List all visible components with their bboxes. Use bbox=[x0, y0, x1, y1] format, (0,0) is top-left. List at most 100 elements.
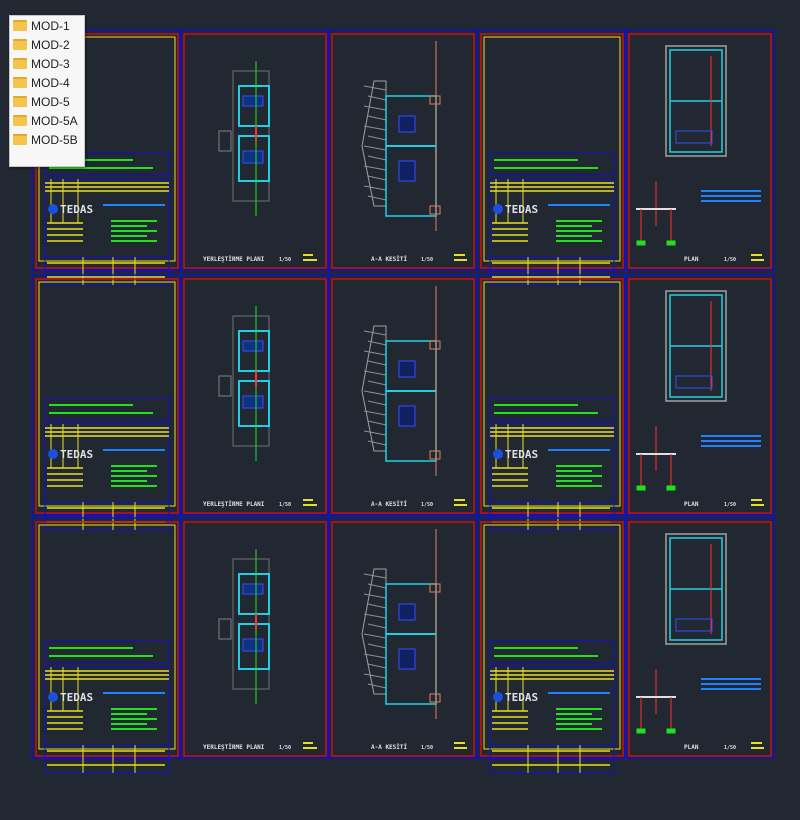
column bbox=[429, 450, 441, 460]
folder-label: MOD-4 bbox=[31, 75, 70, 90]
drawing-sheet-section[interactable]: A-A KESİTİ 1/50 bbox=[327, 274, 478, 516]
project-title-box bbox=[44, 397, 170, 421]
truss-member bbox=[367, 175, 387, 181]
drawing-sheet-section[interactable]: A-A KESİTİ 1/50 bbox=[327, 29, 478, 271]
terminal bbox=[666, 485, 676, 491]
tedas-logo-icon bbox=[493, 692, 503, 702]
tedas-logo-text: TEDAS bbox=[60, 448, 93, 461]
roof-truss bbox=[361, 80, 387, 207]
truss-member bbox=[367, 603, 387, 609]
sheet-outer-border bbox=[31, 274, 182, 516]
transformer-cell bbox=[242, 95, 264, 107]
sheet-inner-border bbox=[183, 278, 327, 514]
drawing-sheet-title[interactable]: TEDAS bbox=[476, 517, 627, 774]
title-block bbox=[489, 178, 615, 286]
sheet-outer-border bbox=[624, 274, 775, 516]
drawing-frame bbox=[483, 524, 621, 750]
drawing-frame bbox=[483, 36, 621, 262]
truss-member bbox=[367, 340, 387, 346]
drawing-sheet-plan[interactable]: PLAN 1/50 bbox=[624, 517, 775, 759]
sheet-scale: 1/50 bbox=[724, 257, 736, 263]
truss-member bbox=[367, 135, 387, 141]
sheet-inner-border bbox=[628, 33, 772, 269]
sheet-inner-border bbox=[628, 278, 772, 514]
drawing-sheet-title[interactable]: TEDAS bbox=[31, 274, 182, 531]
sheet-inner-border bbox=[183, 33, 327, 269]
truss-member bbox=[367, 583, 387, 589]
folder-item-mod-2[interactable]: MOD-2 bbox=[10, 35, 84, 54]
truss-member bbox=[367, 400, 387, 406]
room-wall bbox=[238, 380, 270, 427]
truss-member bbox=[367, 440, 387, 446]
room-wall bbox=[238, 135, 270, 182]
column bbox=[429, 693, 441, 703]
section-wall bbox=[385, 583, 437, 705]
project-title-box bbox=[489, 152, 615, 176]
plan-outline bbox=[665, 45, 727, 157]
folder-item-mod-5a[interactable]: MOD-5A bbox=[10, 111, 84, 130]
folder-label: MOD-5 bbox=[31, 94, 70, 109]
drawing-sheet-layout[interactable]: YERLEŞTİRME PLANI 1/50 bbox=[179, 29, 330, 271]
sheet-inner-border bbox=[35, 521, 179, 757]
section-wall bbox=[385, 340, 437, 462]
folder-item-mod-1[interactable]: MOD-1 bbox=[10, 16, 84, 35]
drawing-sheet-title[interactable]: TEDAS bbox=[476, 29, 627, 286]
drawing-sheet-layout[interactable]: YERLEŞTİRME PLANI 1/50 bbox=[179, 517, 330, 759]
room-wall bbox=[238, 330, 270, 372]
drawing-sheet-plan[interactable]: PLAN 1/50 bbox=[624, 29, 775, 271]
truss-member bbox=[367, 360, 387, 366]
sheet-title: YERLEŞTİRME PLANI bbox=[203, 744, 265, 751]
terminal bbox=[636, 728, 646, 734]
roof-truss bbox=[361, 325, 387, 452]
truss-member bbox=[367, 623, 387, 629]
tedas-logo-text: TEDAS bbox=[505, 448, 538, 461]
drawing-sheet-title[interactable]: TEDAS bbox=[31, 517, 182, 774]
folder-item-mod-4[interactable]: MOD-4 bbox=[10, 73, 84, 92]
folder-label: MOD-5B bbox=[31, 132, 78, 147]
room-wall bbox=[238, 623, 270, 670]
project-title-box bbox=[489, 640, 615, 664]
sheet-outer-border bbox=[624, 29, 775, 271]
sheet-inner-border bbox=[628, 521, 772, 757]
equipment bbox=[398, 115, 416, 133]
truss-member bbox=[367, 155, 387, 161]
drawing-frame bbox=[38, 524, 176, 750]
truss-member bbox=[363, 165, 387, 171]
drawing-sheet-title[interactable]: TEDAS bbox=[31, 29, 182, 286]
tedas-logo-icon bbox=[493, 449, 503, 459]
drawing-sheet-layout[interactable]: YERLEŞTİRME PLANI 1/50 bbox=[179, 274, 330, 516]
sheet-scale: 1/50 bbox=[724, 745, 736, 751]
column bbox=[429, 95, 441, 105]
truss-member bbox=[363, 593, 387, 599]
drawing-sheet-section[interactable]: A-A KESİTİ 1/50 bbox=[327, 517, 478, 759]
truss-member bbox=[363, 673, 387, 679]
sheet-title: A-A KESİTİ bbox=[371, 744, 408, 751]
truss-member bbox=[367, 420, 387, 426]
folder-item-mod-3[interactable]: MOD-3 bbox=[10, 54, 84, 73]
sheet-inner-border bbox=[331, 521, 475, 757]
title-block bbox=[44, 666, 170, 774]
drawing-sheet-title[interactable]: TEDAS bbox=[476, 274, 627, 531]
sheet-outer-border bbox=[327, 274, 478, 516]
folder-item-mod-5[interactable]: MOD-5 bbox=[10, 92, 84, 111]
sheet-scale: 1/50 bbox=[279, 745, 291, 751]
truss-member bbox=[363, 410, 387, 416]
truss-member bbox=[363, 85, 387, 91]
sheet-title: PLAN bbox=[684, 501, 699, 508]
drawing-sheet-plan[interactable]: PLAN 1/50 bbox=[624, 274, 775, 516]
sheet-scale: 1/50 bbox=[724, 502, 736, 508]
folder-item-mod-5b[interactable]: MOD-5B bbox=[10, 130, 84, 149]
equipment bbox=[398, 360, 416, 378]
title-block bbox=[489, 666, 615, 774]
sheet-scale: 1/50 bbox=[279, 257, 291, 263]
folder-icon bbox=[13, 39, 27, 50]
folder-icon bbox=[13, 20, 27, 31]
sheet-inner-border bbox=[35, 278, 179, 514]
truss-member bbox=[363, 125, 387, 131]
truss-member bbox=[363, 430, 387, 436]
column bbox=[429, 583, 441, 593]
truss-member bbox=[367, 643, 387, 649]
tedas-logo-icon bbox=[48, 692, 58, 702]
truss-member bbox=[363, 145, 387, 151]
